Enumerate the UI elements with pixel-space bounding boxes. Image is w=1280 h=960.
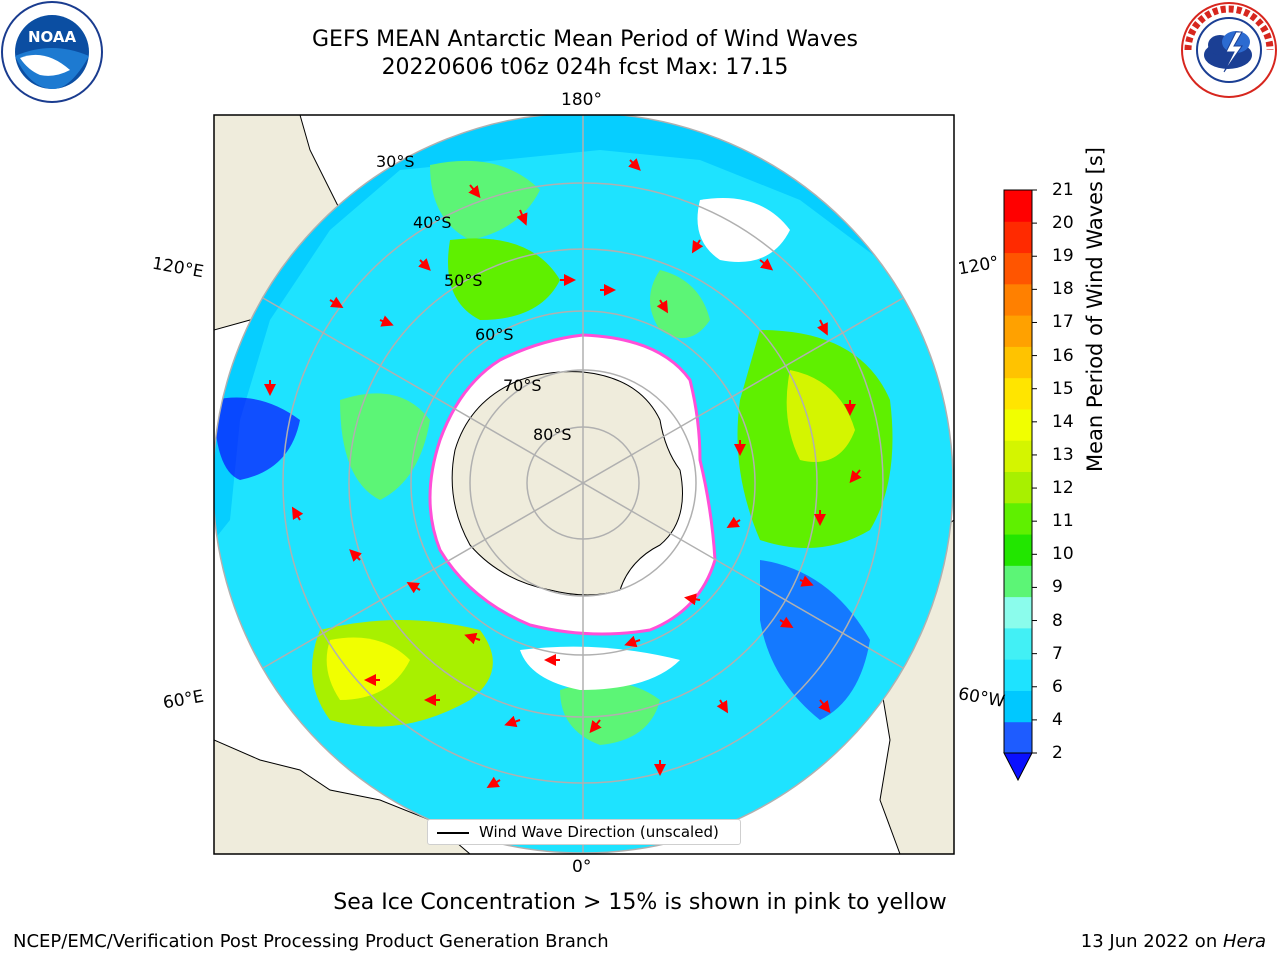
chart-subtitle-forecast: 20220606 t06z 024h fcst Max: 17.15: [381, 55, 789, 80]
wave-direction-arrow: [799, 575, 814, 587]
wave-direction-arrow: [656, 299, 669, 314]
wind-wave-arrows: [264, 158, 862, 789]
wave-direction-arrow: [726, 516, 741, 529]
colorbar-segment: [1004, 440, 1032, 472]
colorbar-segment: [1004, 377, 1032, 410]
colorbar: [1003, 189, 1037, 782]
wave-direction-arrow: [504, 715, 521, 728]
lon-label-0: 0°: [572, 857, 592, 877]
colorbar-tick-label: 21: [1052, 180, 1074, 200]
colorbar-frame: [1003, 189, 1033, 753]
wave-direction-arrow: [464, 632, 481, 645]
wave-direction-arrow: [486, 776, 501, 789]
colorbar-tick-label: 17: [1052, 312, 1074, 333]
colorbar-segment: [1004, 190, 1032, 222]
colorbar-segment: [1004, 502, 1032, 535]
wave-direction-arrow: [759, 258, 774, 271]
noaa-logo: NOAA: [1, 1, 103, 103]
colorbar-segment: [1004, 690, 1032, 723]
wave-direction-arrow: [349, 549, 362, 562]
footer-date: 13 Jun 2022 on Hera: [1080, 931, 1266, 952]
footer-machine: Hera: [1222, 931, 1266, 952]
wave-direction-arrow: [624, 635, 641, 648]
colorbar-tick-label: 14: [1052, 411, 1074, 432]
legend-label: Wind Wave Direction (unscaled): [479, 823, 719, 841]
colorbar-tick-label: 9: [1052, 577, 1063, 598]
colorbar-tick-label: 12: [1052, 478, 1074, 499]
colorbar-extend-min: [1003, 752, 1033, 782]
svg-text:NOAA: NOAA: [28, 28, 77, 46]
colorbar-tick-label: 19: [1052, 246, 1074, 267]
colorbar-tick-label: 4: [1052, 709, 1063, 730]
wave-direction-arrow: [716, 699, 729, 714]
colorbar-segment: [1004, 627, 1032, 660]
colorbar-tick-label: 11: [1052, 511, 1074, 532]
wave-direction-arrow: [379, 315, 394, 327]
colorbar-tick-label: 2: [1052, 743, 1063, 763]
lat-label-50s: 50°S: [444, 271, 483, 290]
colorbar-segment: [1004, 315, 1032, 347]
map-frame: [213, 114, 955, 855]
colorbar-segment: [1004, 534, 1032, 566]
colorbar-segment: [1004, 252, 1032, 285]
colorbar-tick-label: 6: [1052, 676, 1063, 697]
colorbar-tick-label: 7: [1052, 643, 1063, 664]
colorbar-tick-label: 20: [1052, 213, 1074, 234]
lon-label-180: 180°: [561, 90, 602, 110]
map-legend: Wind Wave Direction (unscaled): [427, 819, 741, 845]
wave-direction-arrow: [691, 239, 704, 254]
wave-direction-arrow: [684, 593, 701, 606]
lat-label-60s: 60°S: [475, 325, 514, 344]
footer-credit: NCEP/EMC/Verification Post Processing Pr…: [13, 931, 609, 952]
colorbar-tick-label: 10: [1052, 544, 1074, 565]
wave-direction-arrow: [329, 296, 344, 309]
nws-logo: [1181, 2, 1277, 98]
graticule: [214, 115, 954, 854]
wave-direction-arrow: [291, 506, 304, 521]
colorbar-segment: [1004, 565, 1032, 598]
wave-direction-arrow: [818, 699, 831, 714]
lat-label-40s: 40°S: [413, 213, 452, 232]
wave-direction-arrow: [406, 581, 421, 594]
colorbar-segment: [1004, 346, 1032, 379]
chart-title: GEFS MEAN Antarctic Mean Period of Wind …: [312, 27, 858, 52]
africa-land: [214, 739, 471, 854]
colorbar-title: Mean Period of Wind Waves [s]: [1083, 147, 1107, 472]
wave-direction-arrow: [516, 209, 528, 226]
colorbar-segment: [1004, 596, 1032, 629]
colorbar-segment: [1004, 659, 1032, 691]
colorbar-segment: [1004, 408, 1032, 441]
wave-direction-arrow: [468, 184, 481, 199]
lat-label-30s: 30°S: [376, 152, 415, 171]
lat-label-80s: 80°S: [533, 425, 572, 444]
lat-label-70s: 70°S: [503, 376, 542, 395]
antarctica-land: [451, 371, 683, 596]
wave-direction-arrow: [817, 319, 828, 336]
colorbar-segment: [1004, 471, 1032, 504]
wave-direction-arrow: [779, 616, 794, 629]
colorbar-segment: [1004, 221, 1032, 254]
wave-direction-arrow: [418, 258, 431, 271]
colorbar-segment: [1004, 283, 1032, 316]
colorbar-tick-label: 18: [1052, 279, 1074, 300]
colorbar-segment: [1004, 721, 1032, 754]
colorbar-tick-label: 15: [1052, 378, 1074, 399]
colorbar-tick-label: 16: [1052, 345, 1074, 366]
sea-ice-note: Sea Ice Concentration > 15% is shown in …: [333, 890, 947, 915]
legend-line-sample: [437, 832, 469, 834]
wave-direction-arrow: [628, 158, 641, 171]
wave-direction-arrow: [589, 719, 602, 734]
colorbar-tick-label: 8: [1052, 610, 1063, 631]
wave-direction-arrow: [849, 469, 862, 484]
colorbar-tick-label: 13: [1052, 444, 1074, 465]
